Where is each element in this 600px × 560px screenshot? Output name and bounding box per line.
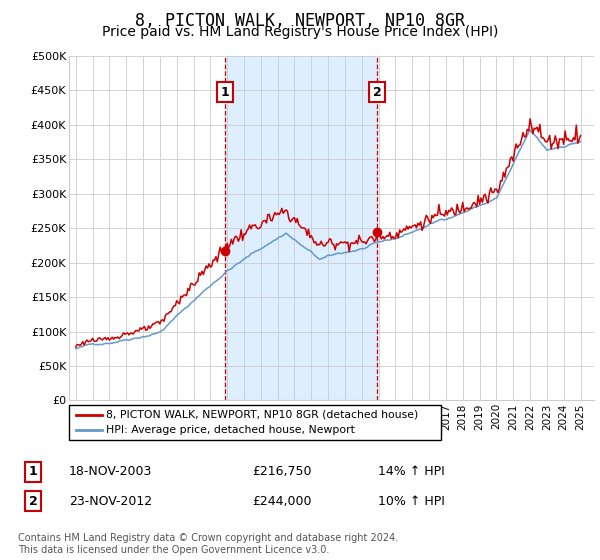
Text: Contains HM Land Registry data © Crown copyright and database right 2024.
This d: Contains HM Land Registry data © Crown c…: [18, 533, 398, 555]
Text: £216,750: £216,750: [252, 465, 311, 478]
Text: 10% ↑ HPI: 10% ↑ HPI: [378, 494, 445, 508]
Text: HPI: Average price, detached house, Newport: HPI: Average price, detached house, Newp…: [106, 425, 355, 435]
Text: 2: 2: [29, 494, 37, 508]
Text: 8, PICTON WALK, NEWPORT, NP10 8GR (detached house): 8, PICTON WALK, NEWPORT, NP10 8GR (detac…: [106, 409, 418, 419]
Text: £244,000: £244,000: [252, 494, 311, 508]
Text: 23-NOV-2012: 23-NOV-2012: [69, 494, 152, 508]
Text: 2: 2: [373, 86, 382, 99]
Text: 1: 1: [221, 86, 230, 99]
Text: Price paid vs. HM Land Registry's House Price Index (HPI): Price paid vs. HM Land Registry's House …: [102, 25, 498, 39]
Text: 1: 1: [29, 465, 37, 478]
Text: 18-NOV-2003: 18-NOV-2003: [69, 465, 152, 478]
Text: 14% ↑ HPI: 14% ↑ HPI: [378, 465, 445, 478]
Text: 8, PICTON WALK, NEWPORT, NP10 8GR: 8, PICTON WALK, NEWPORT, NP10 8GR: [135, 12, 465, 30]
Bar: [225, 56, 377, 400]
